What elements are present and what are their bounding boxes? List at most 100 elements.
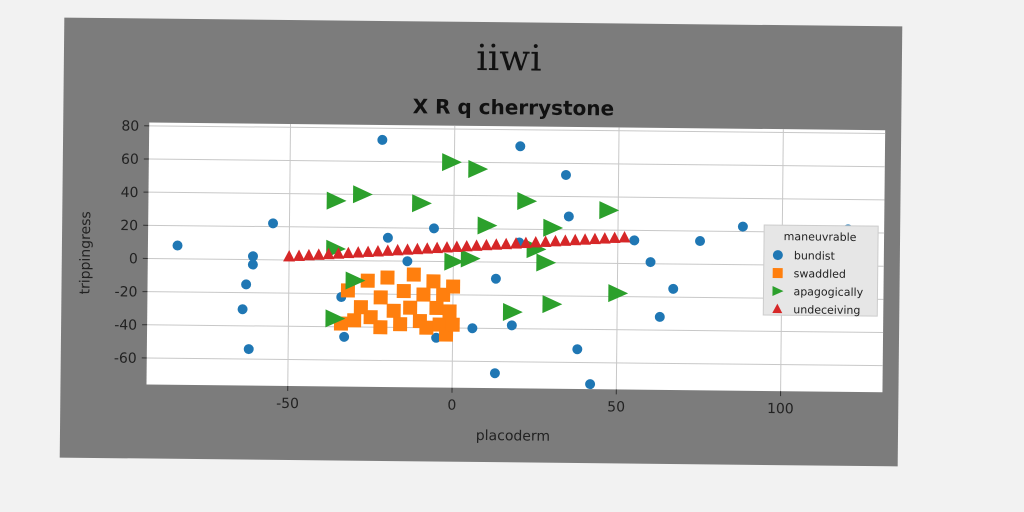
apagogically-point [325, 309, 346, 328]
bundist-point [243, 344, 254, 355]
bundist-point [560, 169, 571, 180]
bundist-point [654, 311, 665, 322]
legend-label-apagogically: apagogically [793, 285, 863, 299]
bundist-point [241, 279, 252, 290]
swaddled-point [446, 279, 461, 294]
apagogically-point [412, 194, 432, 213]
bundist-point [402, 256, 413, 267]
swaddled-point [373, 290, 388, 305]
undeceiving-point [588, 232, 601, 245]
y-tick-label: 0 [129, 251, 138, 267]
undeceiving-point [618, 231, 631, 243]
swaddled-point [380, 270, 395, 285]
undeceiving-point [559, 234, 572, 246]
bundist-point [572, 344, 583, 355]
scatter-chart: iiwi X R q cherrystone -50 0 50 100 -60 -40 -2… [77, 38, 886, 445]
y-tick-label: -20 [114, 284, 137, 300]
undeceiving-point [361, 245, 374, 258]
y-gridline [148, 158, 885, 168]
legend-marker-undeceiving [772, 303, 783, 314]
apagogically-point [352, 185, 373, 204]
bundist-point [172, 240, 183, 251]
swaddled-point [373, 320, 388, 335]
undeceiving-point [332, 247, 345, 259]
legend-marker-apagogically [772, 286, 784, 297]
x-axis-label: placoderm [476, 428, 550, 445]
apagogically-point [326, 191, 347, 210]
apagogically-point [442, 153, 462, 172]
undeceiving-point [569, 233, 582, 246]
undeceiving-point [381, 244, 394, 256]
bundist-point [428, 223, 439, 234]
legend-label-undeceiving: undeceiving [793, 303, 860, 317]
undeceiving-point [283, 250, 296, 262]
bundist-point [585, 379, 596, 390]
bundist-point [506, 320, 517, 331]
undeceiving-point [500, 237, 513, 250]
y-axis-label: trippingress [77, 211, 94, 294]
swaddled-point [340, 283, 355, 298]
undeceiving-point [470, 239, 483, 251]
x-tick-label: 50 [607, 399, 625, 415]
bundist-point [737, 221, 748, 232]
chart-figure: iiwi X R q cherrystone -50 0 50 100 -60 -40 -2… [59, 17, 903, 467]
apagogically-point [599, 201, 620, 220]
bundist-point [629, 235, 640, 246]
swaddled-point [442, 304, 457, 319]
undeceiving-point [322, 247, 335, 260]
y-tick-label: 80 [121, 119, 139, 135]
swaddled-point [396, 283, 411, 299]
x-gridline [451, 125, 456, 388]
bundist-point [467, 323, 478, 334]
chart-suptitle: iiwi [476, 38, 542, 80]
undeceiving-point [411, 242, 424, 255]
y-gridline [147, 257, 884, 267]
apagogically-point [608, 284, 629, 303]
y-tick-label: 60 [121, 152, 139, 168]
undeceiving-point [608, 231, 621, 244]
undeceiving-point [421, 242, 434, 254]
undeceiving-point [440, 241, 453, 253]
undeceiving-point [460, 239, 473, 252]
undeceiving-point [431, 241, 444, 254]
swaddled-point [426, 274, 441, 289]
legend-marker-swaddled [772, 268, 783, 279]
apagogically-point [542, 295, 563, 314]
swaddled-point [393, 317, 408, 332]
legend-title: maneuvrable [784, 230, 857, 244]
undeceiving-point [401, 243, 414, 255]
series-swaddled [333, 267, 461, 342]
y-gridline [146, 357, 883, 367]
bundist-point [247, 251, 258, 262]
swaddled-point [360, 273, 375, 288]
undeceiving-point [371, 245, 384, 257]
apagogically-point [502, 302, 523, 321]
y-tick-label: -40 [114, 317, 137, 333]
bundist-point [382, 232, 393, 243]
undeceiving-point [519, 236, 532, 249]
swaddled-point [429, 300, 444, 316]
undeceiving-point [509, 237, 522, 249]
swaddled-point [419, 320, 434, 335]
bundist-point [489, 368, 500, 379]
bundist-point [339, 331, 350, 342]
undeceiving-point [312, 248, 325, 260]
apagogically-point [460, 249, 481, 268]
bundist-point [490, 273, 501, 284]
apagogically-point [477, 216, 498, 235]
undeceiving-point [549, 234, 562, 247]
y-tick-label: 20 [120, 218, 138, 234]
undeceiving-point [539, 235, 552, 247]
apagogically-point [444, 252, 465, 271]
undeceiving-point [450, 240, 463, 252]
undeceiving-point [342, 246, 355, 259]
legend-box [762, 224, 879, 317]
apagogically-point [536, 253, 557, 272]
series-undeceiving [283, 231, 631, 262]
chart-title: X R q cherrystone [413, 94, 615, 120]
swaddled-point [347, 313, 362, 328]
undeceiving-point [352, 246, 365, 258]
undeceiving-point [529, 236, 542, 248]
swaddled-point [416, 287, 431, 302]
x-tick-label: -50 [276, 396, 299, 412]
